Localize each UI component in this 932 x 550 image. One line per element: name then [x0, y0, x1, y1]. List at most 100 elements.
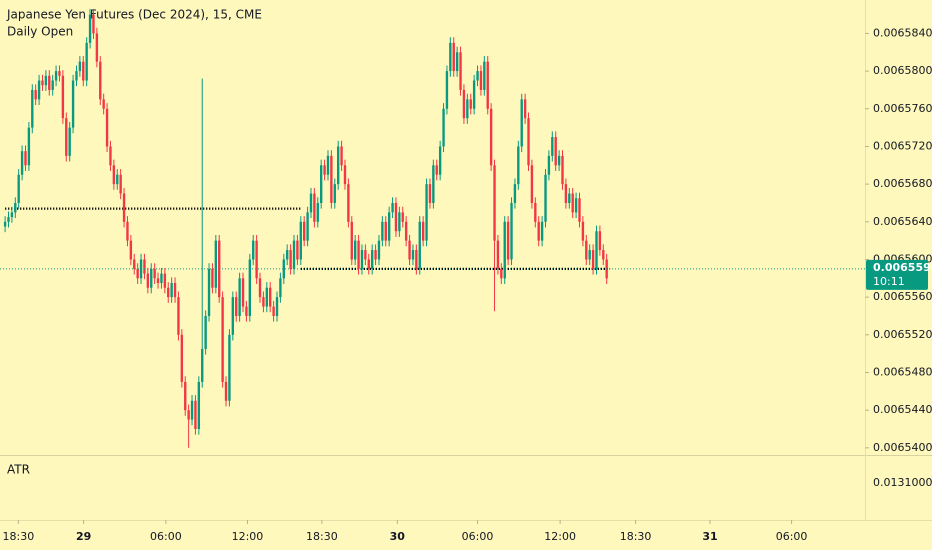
y-tick-label: 0.0065480	[873, 365, 932, 378]
candle-body	[44, 75, 48, 86]
candle-body	[418, 221, 421, 269]
candle-body	[255, 240, 258, 279]
candle-body	[350, 221, 353, 260]
candle-body	[231, 297, 235, 335]
candle-body	[500, 268, 503, 279]
candle-body	[126, 221, 129, 241]
x-tick-label: 31	[702, 530, 717, 543]
candle-body	[540, 221, 544, 241]
candle-body	[31, 89, 34, 128]
candle-body	[119, 174, 122, 194]
candle-body	[61, 75, 65, 119]
candle-body	[343, 165, 347, 185]
candle-body	[228, 334, 231, 401]
candle-body	[476, 71, 479, 81]
candle-body	[398, 212, 401, 232]
candle-body	[432, 165, 435, 203]
candle-body	[462, 89, 466, 119]
candle-body	[523, 99, 527, 119]
candle-body	[82, 61, 85, 81]
candle-body	[496, 240, 500, 269]
candle-body	[112, 165, 116, 185]
candle-body	[160, 273, 163, 284]
candle-body	[367, 259, 370, 269]
candle-body	[24, 151, 27, 166]
candle-body	[34, 89, 37, 100]
candle-body	[581, 221, 585, 241]
candle-body	[408, 240, 411, 260]
candle-body	[41, 80, 44, 86]
candle-body	[105, 108, 109, 147]
candle-body	[370, 250, 374, 269]
candle-body	[537, 221, 540, 241]
candle-body	[360, 250, 364, 269]
candle-body	[313, 193, 316, 222]
candle-body	[517, 146, 520, 185]
candle-body	[286, 250, 289, 260]
y-tick-label: 0.0065680	[873, 177, 932, 190]
candle-body	[173, 283, 177, 298]
candle-body	[554, 137, 557, 166]
candle-body	[455, 52, 459, 72]
candle-body	[245, 306, 248, 316]
candle-body	[88, 14, 92, 43]
candle-body	[258, 278, 262, 298]
candle-body	[493, 165, 496, 241]
candle-body	[401, 212, 404, 222]
candle-body	[177, 297, 180, 335]
candle-body	[282, 259, 285, 279]
candle-body	[95, 33, 99, 62]
chart-title: Japanese Yen Futures (Dec 2024), 15, CME	[6, 8, 262, 22]
candle-body	[534, 202, 537, 222]
candle-body	[187, 410, 190, 420]
candle-body	[10, 212, 14, 218]
candle-body	[585, 240, 588, 260]
candle-body	[486, 61, 489, 109]
candle-body	[503, 221, 506, 279]
candle-body	[415, 250, 418, 269]
candle-body	[445, 71, 449, 109]
candle-body	[303, 221, 306, 241]
candle-body	[27, 127, 31, 166]
candle-body	[204, 315, 207, 349]
candle-body	[292, 240, 296, 269]
candle-body	[68, 127, 71, 156]
candle-body	[571, 193, 574, 213]
candle-body	[306, 212, 309, 241]
candle-body	[384, 221, 387, 241]
x-tick-label: 12:00	[232, 530, 264, 543]
candle-body	[547, 155, 551, 175]
candle-body	[167, 287, 170, 298]
candle-body	[170, 283, 173, 298]
candle-body	[194, 400, 197, 430]
candle-body	[472, 80, 476, 109]
x-tick-label: 30	[390, 530, 406, 543]
candle-body	[391, 202, 394, 213]
candle-body	[483, 61, 486, 90]
candle-body	[574, 198, 578, 213]
candle-body	[449, 42, 452, 72]
x-tick-label: 18:30	[620, 530, 652, 543]
candle-body	[122, 193, 126, 222]
candle-body	[262, 297, 265, 307]
candle-body	[520, 99, 523, 147]
candle-body	[513, 184, 517, 203]
candle-body	[184, 381, 187, 411]
candle-body	[14, 202, 17, 213]
candle-body	[387, 212, 391, 241]
y-tick-label: 0.0065800	[873, 64, 932, 77]
candle-body	[326, 155, 330, 175]
plot: 0.0065840 0.0065800 0.0065760 0.0065720 0.00…	[0, 8, 932, 543]
x-tick-label: 06:00	[776, 530, 808, 543]
candle-body	[85, 42, 88, 81]
candle-body	[20, 151, 24, 175]
candle-body	[201, 348, 204, 382]
candle-body	[65, 118, 68, 156]
candle-body	[180, 334, 184, 382]
candle-body	[71, 80, 75, 128]
candle-body	[428, 184, 432, 203]
candle-body	[551, 137, 554, 156]
candle-body	[289, 250, 292, 269]
candle-body	[150, 268, 153, 288]
